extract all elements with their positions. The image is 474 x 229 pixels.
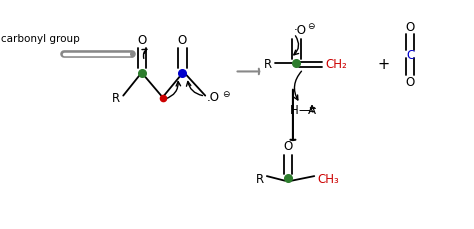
Text: β carbonyl group: β carbonyl group — [0, 34, 80, 44]
Text: .O: .O — [207, 91, 220, 104]
Text: O: O — [137, 34, 147, 46]
Text: —: — — [298, 104, 310, 116]
Text: ⊖: ⊖ — [307, 22, 314, 31]
Text: R: R — [255, 172, 264, 185]
Text: O: O — [178, 34, 187, 46]
Text: C: C — [406, 49, 414, 61]
Text: A: A — [308, 104, 316, 116]
Text: O: O — [283, 139, 293, 152]
Text: H: H — [290, 104, 298, 116]
Text: R: R — [264, 58, 272, 71]
Text: CH₂: CH₂ — [326, 58, 347, 71]
Text: O: O — [405, 21, 415, 34]
Text: +: + — [378, 57, 390, 72]
Text: R: R — [112, 92, 120, 105]
Text: O: O — [405, 76, 415, 89]
Text: ·O: ·O — [293, 24, 307, 37]
Text: CH₃: CH₃ — [318, 172, 339, 185]
Text: ⊖: ⊖ — [222, 90, 230, 99]
